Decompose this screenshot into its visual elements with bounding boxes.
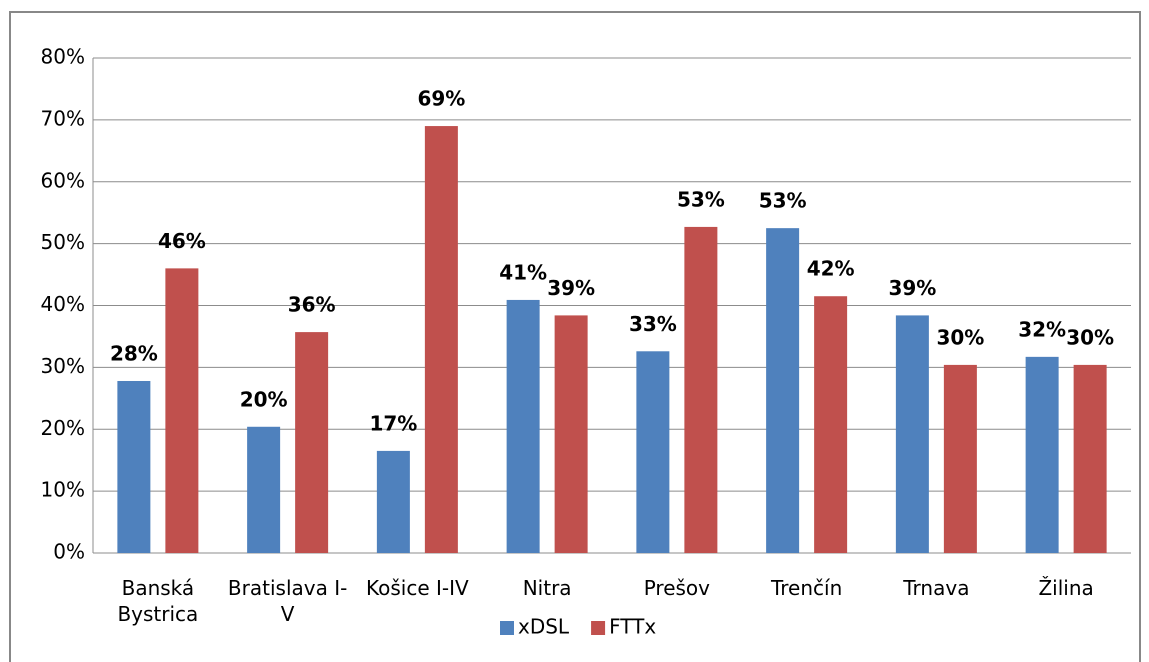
- y-tick-label: 0%: [53, 540, 85, 564]
- legend-swatch: [591, 621, 606, 635]
- x-tick-label: Trenčín: [770, 576, 843, 600]
- value-label: 33%: [629, 312, 677, 336]
- value-label: 69%: [417, 87, 465, 111]
- bar: [165, 268, 199, 553]
- y-tick-label: 10%: [41, 478, 85, 502]
- x-tick-label: Žilina: [1038, 576, 1094, 600]
- bar: [943, 364, 977, 553]
- bar: [684, 226, 718, 553]
- bar: [424, 126, 458, 553]
- x-tick-label: Prešov: [643, 576, 711, 600]
- value-label: 17%: [369, 411, 417, 435]
- value-label: 36%: [288, 293, 336, 317]
- legend-label: xDSL: [518, 615, 570, 639]
- bar: [766, 228, 800, 553]
- y-tick-label: 40%: [41, 292, 85, 316]
- value-label: 41%: [499, 260, 547, 284]
- value-label: 39%: [888, 276, 936, 300]
- x-tick-label: Bratislava I-V: [227, 576, 348, 626]
- bar: [376, 450, 410, 553]
- x-tick-label: Košice I-IV: [366, 576, 469, 600]
- bar: [247, 426, 281, 553]
- value-label: 53%: [759, 189, 807, 213]
- value-label: 46%: [158, 229, 206, 253]
- value-label: 32%: [1018, 317, 1066, 341]
- value-label: 20%: [240, 387, 288, 411]
- y-tick-label: 30%: [41, 354, 85, 378]
- bar: [554, 315, 588, 553]
- bar: [814, 296, 848, 553]
- bar: [295, 332, 329, 553]
- x-tick-label: Banská Bystrica: [117, 576, 199, 626]
- x-tick-label: Nitra: [522, 576, 572, 600]
- bar: [1073, 364, 1107, 553]
- y-tick-label: 80%: [41, 45, 85, 69]
- bar: [506, 299, 540, 553]
- bar: [636, 351, 670, 553]
- y-tick-label: 60%: [41, 168, 85, 192]
- value-label: 28%: [110, 341, 158, 365]
- y-tick-label: 20%: [41, 416, 85, 440]
- value-label: 53%: [677, 187, 725, 211]
- bar: [117, 380, 151, 553]
- y-tick-label: 70%: [41, 106, 85, 130]
- value-label: 30%: [936, 325, 984, 349]
- chart-frame: [9, 11, 1141, 662]
- y-tick-label: 50%: [41, 230, 85, 254]
- value-label: 39%: [547, 276, 595, 300]
- x-tick-label: Trnava: [903, 576, 970, 600]
- bar: [1025, 356, 1059, 553]
- value-label: 30%: [1066, 325, 1114, 349]
- value-label: 42%: [807, 257, 855, 281]
- bar: [895, 315, 929, 553]
- legend-label: FTTx: [609, 615, 656, 639]
- legend-swatch: [500, 621, 514, 635]
